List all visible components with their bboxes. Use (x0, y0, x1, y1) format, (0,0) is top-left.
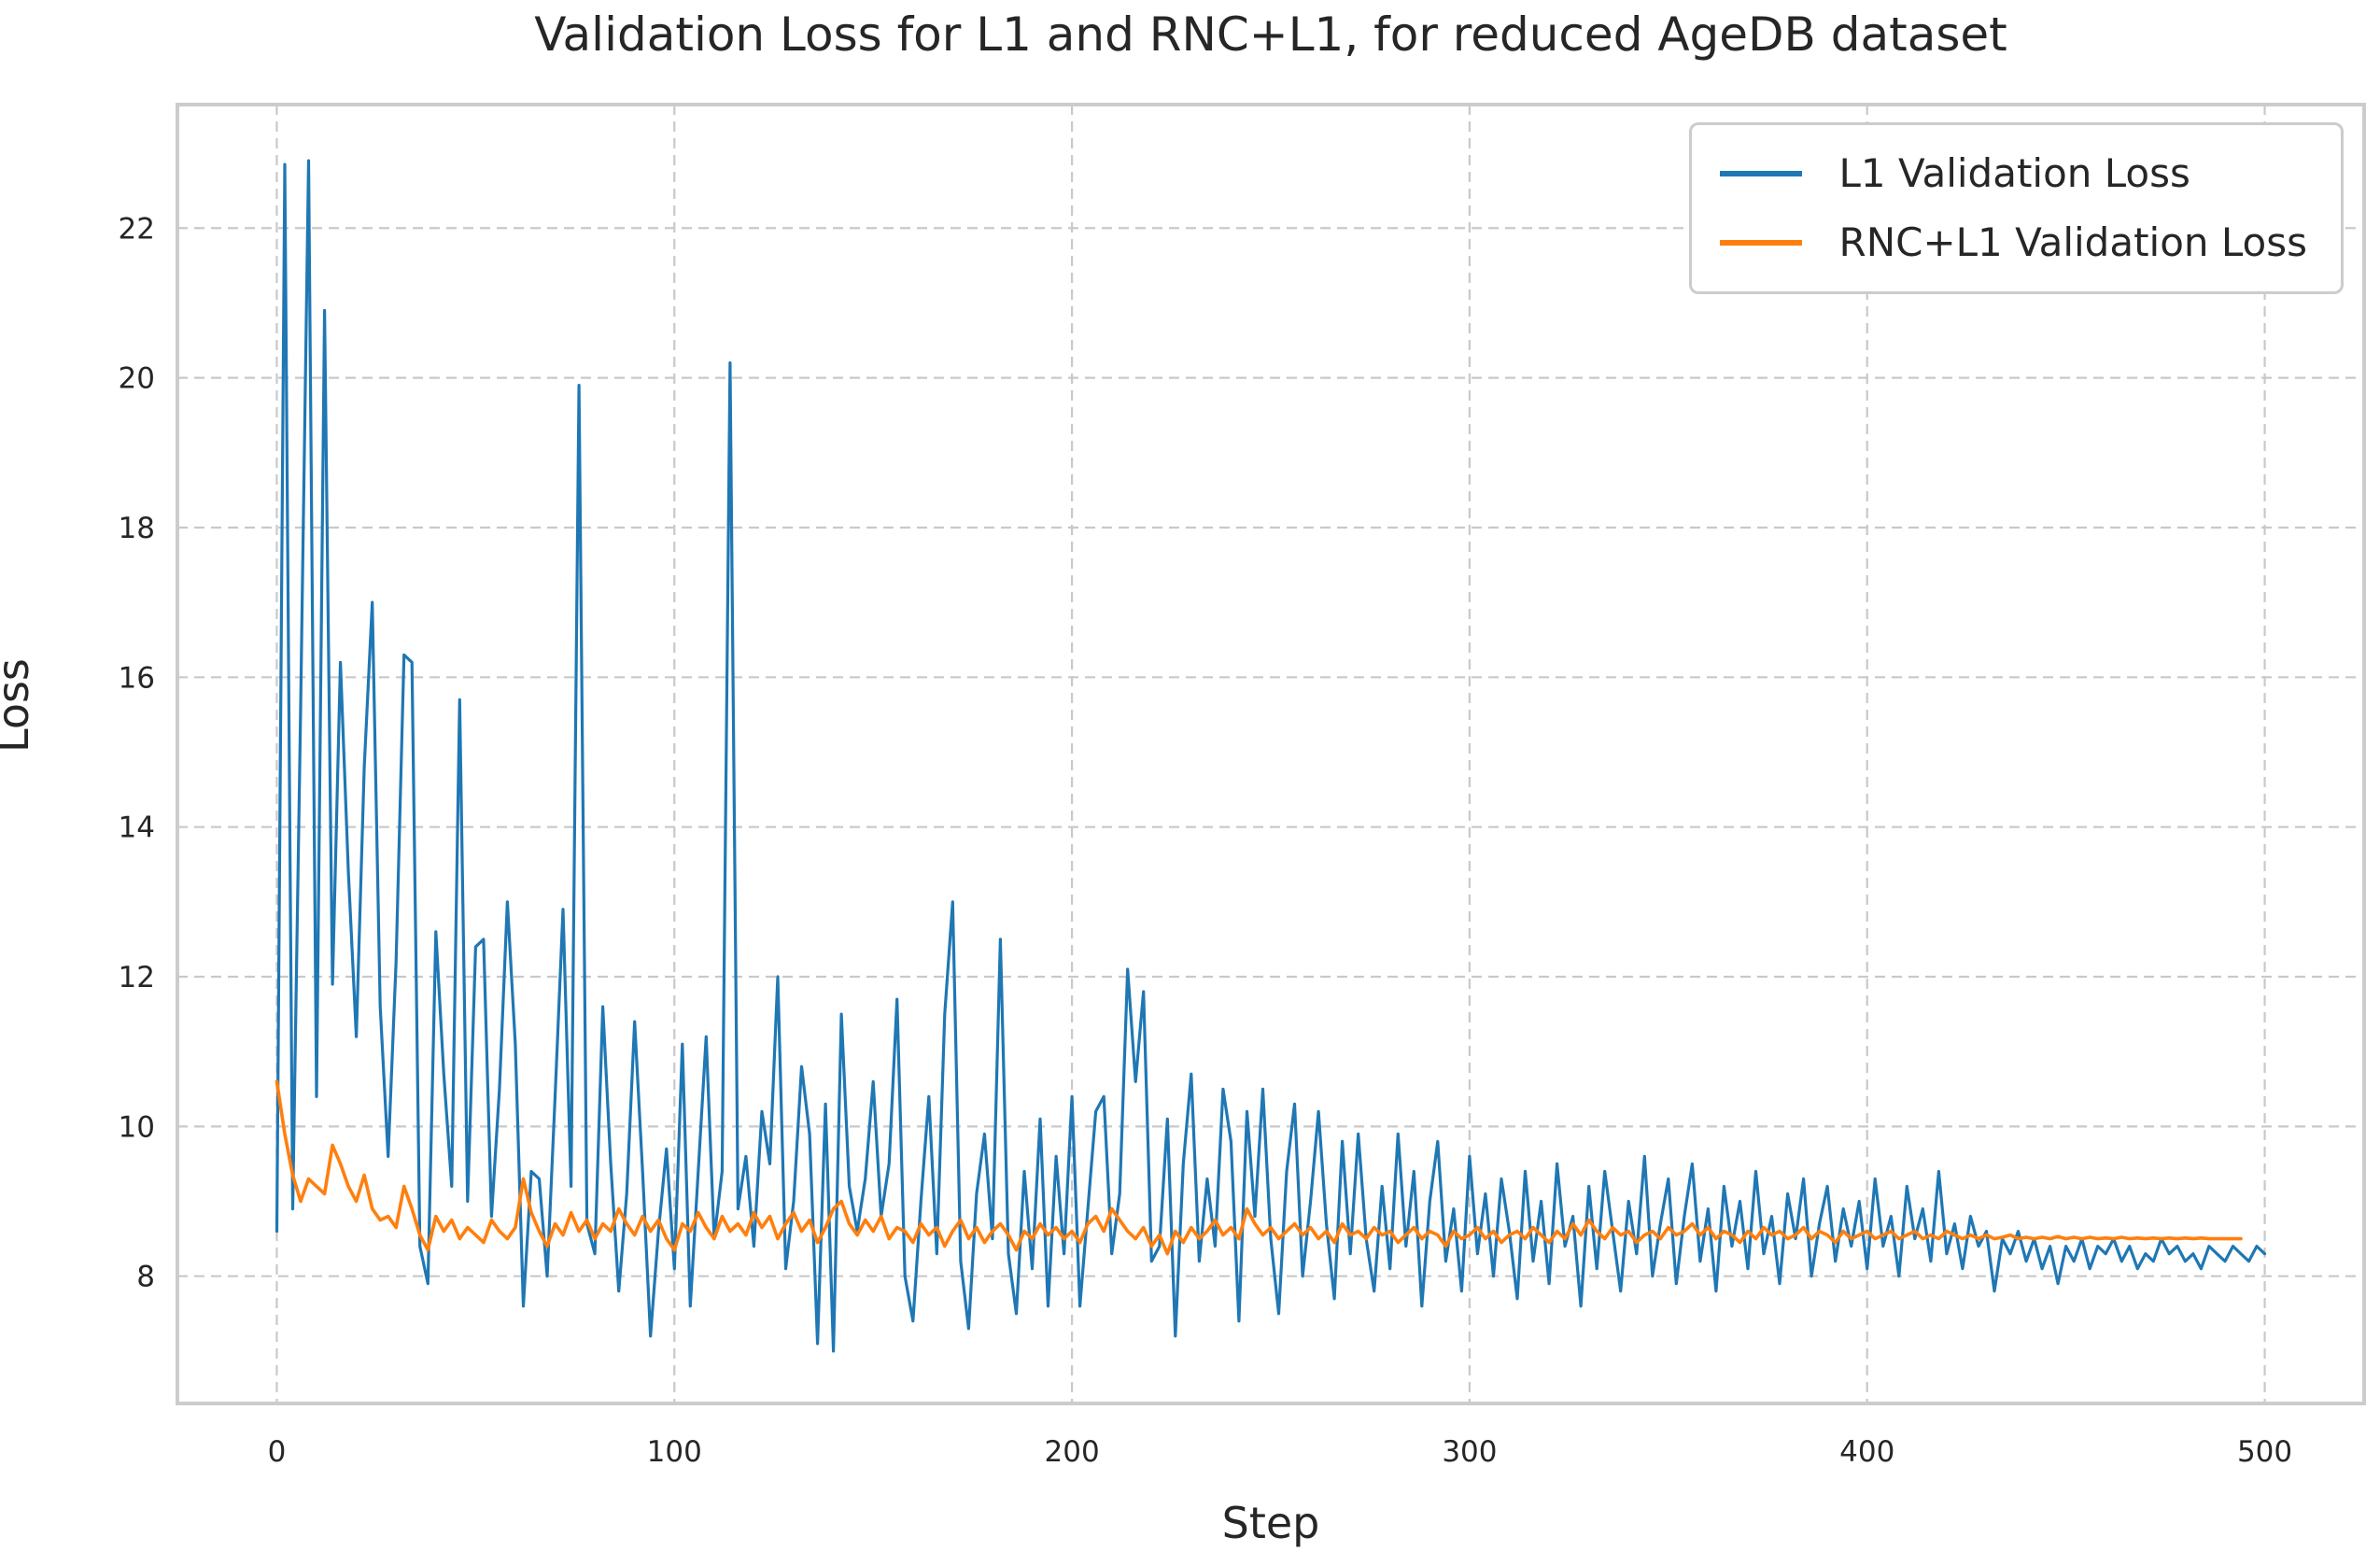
x-tick-label-400: 400 (1839, 1435, 1894, 1469)
y-tick-label-18: 18 (119, 512, 155, 545)
legend-label-l1: L1 Validation Loss (1838, 150, 2190, 196)
y-tick-label-12: 12 (119, 961, 155, 994)
legend-item-rnc-l1: RNC+L1 Validation Loss (1719, 215, 2307, 271)
y-tick-label-22: 22 (119, 212, 155, 246)
legend: L1 Validation Loss RNC+L1 Validation Los… (1688, 122, 2344, 294)
y-tick-label-10: 10 (119, 1110, 155, 1144)
x-tick-label-300: 300 (1442, 1435, 1497, 1469)
legend-line-swatch-l1 (1719, 171, 1802, 176)
x-axis-label: Step (1221, 1498, 1320, 1548)
legend-line-swatch-rnc-l1 (1719, 240, 1802, 246)
y-tick-label-20: 20 (119, 362, 155, 396)
series-line-rnc-l1 (275, 1079, 2243, 1256)
y-tick-label-8: 8 (136, 1261, 155, 1294)
x-tick-label-500: 500 (2237, 1435, 2292, 1469)
axes-spines (176, 103, 2366, 1405)
y-tick-label-16: 16 (119, 661, 155, 695)
x-tick-label-0: 0 (268, 1435, 287, 1469)
series-line-l1 (275, 159, 2267, 1353)
x-tick-label-100: 100 (647, 1435, 702, 1469)
chart-title: Validation Loss for L1 and RNC+L1, for r… (534, 7, 2007, 62)
y-tick-label-14: 14 (119, 811, 155, 845)
x-tick-label-200: 200 (1045, 1435, 1100, 1469)
legend-label-rnc-l1: RNC+L1 Validation Loss (1838, 219, 2307, 265)
legend-item-l1: L1 Validation Loss (1719, 146, 2307, 202)
